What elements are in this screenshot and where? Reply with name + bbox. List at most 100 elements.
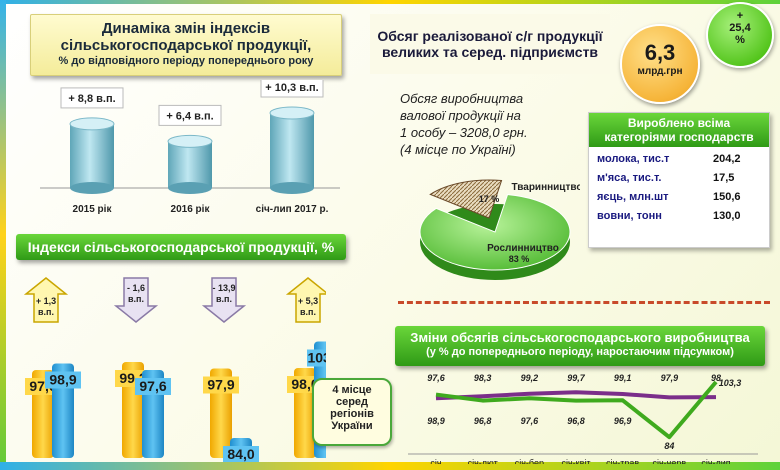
data-label: + 6,4 в.п. — [166, 110, 213, 122]
rank-note-line2: серед — [335, 396, 369, 408]
index-dynamics-chart: + 8,8 в.п. 2015 рік + 6,4 в.п. 2016 рік + 10… — [40, 80, 340, 215]
arrow-label: в.п. — [38, 307, 54, 317]
x-tick-label: січ-черв — [652, 458, 686, 464]
changes-subtitle: (у % до попереднього періоду, наростаючи… — [426, 346, 734, 358]
bar — [168, 141, 212, 188]
per-capita-text: Обсяг виробництва валової продукції на 1… — [400, 90, 590, 158]
pie-value-label: 83 % — [509, 254, 530, 264]
arrow-label: + 1,3 — [36, 296, 56, 306]
point-label: 96,9 — [614, 416, 632, 426]
sales-volume-box: Обсяг реалізованої с/г продукції великих… — [370, 14, 610, 74]
produced-table: Вироблено всіма категоріями господарств … — [588, 112, 770, 248]
value-label: 97,6 — [139, 378, 166, 394]
sales-change-value: 25,4 — [729, 22, 751, 34]
value-label-bg — [203, 376, 239, 394]
arrow-up — [23, 277, 69, 323]
per-capita-line1: Обсяг виробництва — [400, 91, 524, 106]
produced-row-name: м'яса, тис.т. — [597, 172, 662, 184]
indices-title-text: Індекси сільськогосподарської продукції,… — [27, 239, 335, 255]
x-tick-label: січ-трав — [606, 458, 639, 464]
index-dynamics-subtitle: % до відповідного періоду попереднього р… — [58, 55, 314, 67]
produced-title1: Вироблено всіма — [627, 116, 731, 130]
data-label-box — [60, 87, 124, 109]
arrow-label: в.п. — [128, 294, 144, 304]
point-label: 96,8 — [567, 416, 585, 426]
data-label: + 8,8 в.п. — [68, 93, 115, 105]
arrow-label: + 5,3 — [298, 296, 318, 306]
produced-row-value: 204,2 — [713, 153, 741, 165]
x-tick-label: січ-лют — [468, 458, 498, 464]
section-divider — [398, 301, 770, 304]
value-label: 84,0 — [227, 446, 254, 462]
produced-row-value: 150,6 — [713, 191, 741, 203]
point-label: 97,6 — [427, 373, 446, 383]
value-label-bg — [307, 349, 326, 367]
produced-row-value: 17,5 — [713, 172, 735, 184]
changes-line-chart: 97,6 98,3 99,2 99,7 99,1 97,9 98 98,9 96,8 97,6 96… — [408, 373, 758, 464]
point-label: 99,7 — [567, 373, 586, 383]
per-capita-line2: валової продукції на — [400, 108, 521, 123]
sales-change-sign: + — [736, 10, 744, 22]
arrow-up — [285, 277, 326, 323]
left-accent — [0, 0, 6, 470]
pie-slice — [419, 194, 571, 271]
point-label: 99,1 — [614, 373, 632, 383]
changes-title-text: Зміни обсягів сільськогосподарського вир… — [410, 330, 750, 345]
value-label-bg — [223, 446, 259, 462]
indices-title: Індекси сільськогосподарської продукції,… — [16, 234, 346, 260]
point-label: 84 — [664, 441, 674, 451]
x-tick-label: січ-лип — [701, 458, 730, 464]
changes-title: Зміни обсягів сільськогосподарського вир… — [395, 326, 765, 366]
produced-title2: категоріями господарств — [604, 130, 754, 144]
top-stripe — [0, 0, 780, 4]
sales-value: 6,3 — [644, 40, 676, 65]
index-dynamics-title-line2: сільськогосподарської продукції, — [60, 37, 312, 54]
point-label: 96,8 — [474, 416, 492, 426]
bar-base — [168, 182, 212, 194]
value-label: 98,0 — [291, 376, 318, 392]
rank-note-line3: регіонів — [330, 408, 374, 420]
bar-base — [270, 182, 314, 194]
produced-rows: молока, тис.т 204,2 м'яса, тис.т. 17,5 яєць,… — [589, 147, 769, 222]
value-label: 97,9 — [207, 377, 234, 393]
arrow-label: в.п. — [300, 307, 316, 317]
produced-row-name: вовни, тонн — [597, 210, 662, 222]
pie-slice — [429, 179, 503, 219]
bar-base — [70, 182, 114, 194]
x-tick-label: січ-бер — [515, 458, 544, 464]
sales-change-unit: % — [735, 34, 745, 46]
x-tick-label: січ-квіт — [561, 458, 590, 464]
bar — [270, 113, 314, 188]
sales-change-badge: + 25,4 % — [706, 2, 774, 68]
sales-unit: млрд.грн — [637, 66, 683, 77]
point-label: 98 — [711, 373, 721, 383]
value-label-bg — [45, 371, 81, 389]
rank-note-line4: України — [331, 420, 373, 432]
category-label: 2016 рік — [171, 204, 211, 215]
arrow-label: в.п. — [216, 294, 232, 304]
produced-row: вовни, тонн 130,0 — [589, 210, 769, 222]
rank-note: 4 місце серед регіонів України — [312, 378, 392, 446]
data-label-box — [260, 80, 324, 98]
produced-row-name: молока, тис.т — [597, 153, 670, 165]
x-tick-label: січ — [430, 458, 441, 464]
produced-row-name: яєць, млн.шт — [597, 191, 669, 203]
bar — [70, 123, 114, 188]
produced-row: молока, тис.т 204,2 — [589, 153, 769, 165]
value-label: 98,9 — [49, 372, 76, 388]
bar-top — [269, 106, 315, 120]
point-label: 99,2 — [521, 373, 539, 383]
sales-value-circle: 6,3 млрд.грн — [620, 24, 700, 104]
bar-top — [167, 134, 213, 148]
sales-volume-title2: великих та серед. підприємств — [381, 44, 599, 60]
pie-category-label: Рослинництво — [487, 243, 559, 254]
value-label-bg — [135, 378, 171, 395]
pie-category-label: Тваринництво — [512, 182, 580, 193]
point-label: 98,9 — [427, 416, 445, 426]
point-label: 103,3 — [719, 378, 742, 388]
bottom-stripe — [0, 462, 780, 470]
index-dynamics-title-line1: Динаміка змін індексів — [101, 20, 271, 37]
indices-chart: 97,698,9+ 1,3в.п.99,297,6- 1,6в.п.97,984… — [23, 277, 326, 462]
index-dynamics-title: Динаміка змін індексів сільськогосподарс… — [30, 14, 342, 76]
bar-top — [69, 117, 115, 131]
